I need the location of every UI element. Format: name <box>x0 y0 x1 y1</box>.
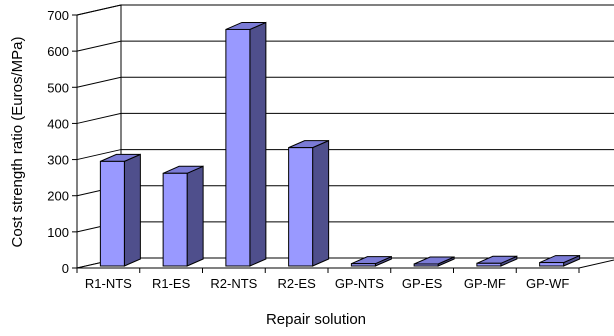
y-tick-labels: 0 100 200 300 400 500 600 700 <box>47 8 69 276</box>
x-tick-label: GP-MF <box>464 276 506 291</box>
bar-front <box>476 262 502 267</box>
x-tick-label: GP-NTS <box>335 276 384 291</box>
gridline <box>76 149 614 161</box>
y-tick-label: 700 <box>47 8 69 23</box>
gridline <box>76 76 614 88</box>
gridline <box>76 40 614 52</box>
x-tick-label: R2-ES <box>277 276 316 291</box>
gridline <box>76 112 614 124</box>
x-tick-label: GP-ES <box>402 276 443 291</box>
bar-R1-ES <box>162 165 204 267</box>
gridline <box>76 4 614 16</box>
y-tick-label: 400 <box>47 116 69 131</box>
y-tick-label: 200 <box>47 189 69 204</box>
bar-front <box>225 28 251 267</box>
chart-walls <box>76 4 614 269</box>
x-tick-label: R2-NTS <box>210 276 257 291</box>
y-tick-label: 500 <box>47 80 69 95</box>
y-tick-label: 100 <box>47 225 69 240</box>
x-axis-label: Repair solution <box>266 311 366 328</box>
floor <box>76 257 614 269</box>
bar-R2-ES <box>288 139 330 267</box>
bar-front <box>162 172 188 267</box>
bars <box>99 21 581 267</box>
bar-side <box>249 21 267 267</box>
y-tick-label: 300 <box>47 153 69 168</box>
bar-front <box>539 262 565 267</box>
y-tick-label: 0 <box>62 261 69 276</box>
bar-side <box>312 139 330 267</box>
bar-R2-NTS <box>225 21 267 267</box>
bar-GP-ES <box>413 256 455 267</box>
bar-front <box>413 263 439 267</box>
bar-side <box>123 153 141 267</box>
bar-front <box>288 147 314 267</box>
x-tick-label: GP-WF <box>526 276 569 291</box>
bar-front <box>350 263 376 267</box>
x-tick-labels: R1-NTS R1-ES R2-NTS R2-ES GP-NTS GP-ES GP-MF GP… <box>85 276 569 291</box>
bar-R1-NTS <box>99 153 141 267</box>
bar-front <box>99 160 125 267</box>
bar-side <box>186 165 204 267</box>
bar-GP-WF <box>539 254 581 267</box>
bar-GP-NTS <box>350 255 392 267</box>
y-axis-label: Cost strength ratio (Euros/MPa) <box>9 37 26 248</box>
y-tick-label: 600 <box>47 44 69 59</box>
x-tick-label: R1-ES <box>152 276 191 291</box>
bar-GP-MF <box>476 255 518 267</box>
x-tick-label: R1-NTS <box>85 276 132 291</box>
